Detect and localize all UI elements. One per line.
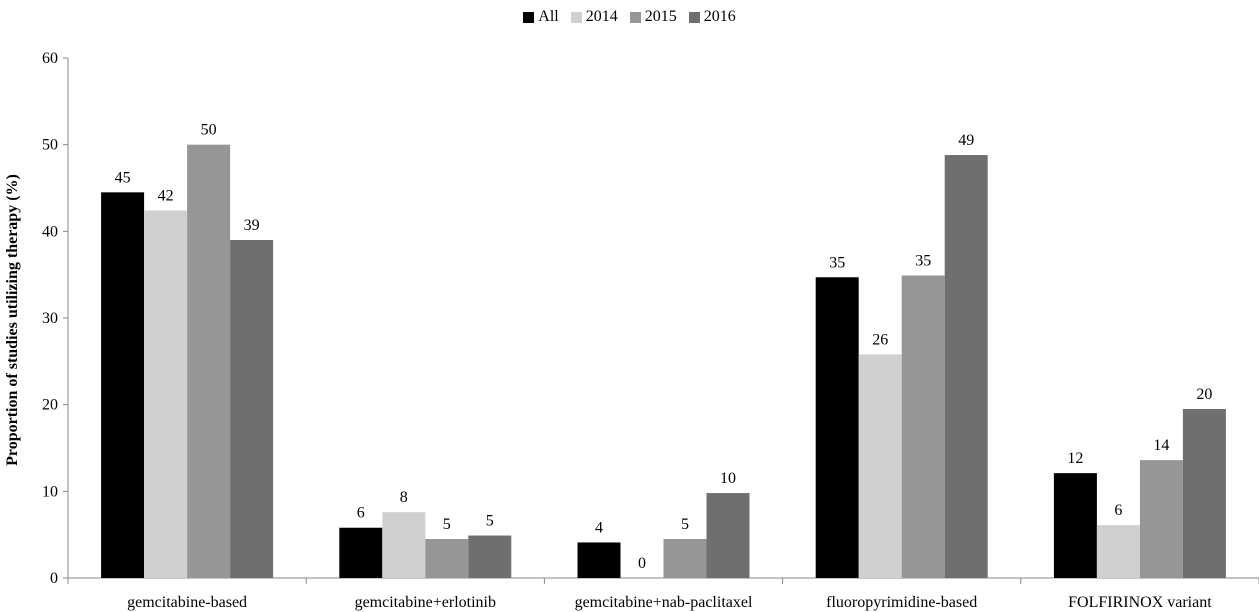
data-label: 8: [400, 489, 408, 506]
bar: [382, 512, 426, 578]
x-category-label: gemcitabine+erlotinib: [355, 594, 496, 611]
data-label: 5: [486, 513, 494, 530]
bar: [144, 210, 188, 579]
legend-label-2014: 2014: [585, 8, 618, 25]
data-label: 6: [357, 505, 365, 522]
legend-label-all: All: [538, 8, 559, 25]
x-category-label: gemcitabine+nab-paclitaxel: [575, 594, 753, 611]
bar: [339, 527, 383, 578]
legend-item-2016: 2016: [688, 8, 736, 26]
legend-label-2016: 2016: [703, 8, 736, 25]
bar: [101, 192, 145, 579]
data-label: 20: [1196, 386, 1212, 403]
data-label: 5: [443, 516, 451, 533]
data-label: 10: [720, 470, 736, 487]
bar: [187, 144, 231, 578]
data-label: 39: [244, 217, 260, 234]
y-tick-label: 20: [42, 397, 58, 414]
data-label: 35: [829, 254, 845, 271]
y-tick-label: 30: [42, 310, 58, 327]
data-label: 4: [595, 519, 603, 536]
y-tick-label: 50: [42, 137, 58, 154]
legend-item-2014: 2014: [570, 8, 618, 26]
bar: [468, 535, 512, 578]
data-label: 6: [1114, 502, 1122, 519]
legend-label-2015: 2015: [644, 8, 677, 25]
legend: All 2014 2015 2016: [0, 8, 1259, 26]
data-label: 0: [638, 555, 646, 572]
data-label: 26: [872, 331, 888, 348]
data-label: 45: [115, 169, 131, 186]
y-tick-label: 10: [42, 483, 58, 500]
x-category-label: gemcitabine-based: [127, 594, 247, 611]
bar: [577, 542, 621, 578]
bar: [1182, 409, 1226, 578]
data-label: 42: [158, 188, 174, 205]
bar: [944, 155, 988, 579]
bar: [1096, 525, 1140, 578]
bar: [901, 275, 945, 578]
bar: [230, 240, 274, 578]
y-tick-label: 0: [50, 570, 58, 587]
data-label: 12: [1067, 450, 1083, 467]
bar: [425, 539, 469, 578]
y-tick-label: 60: [42, 50, 58, 67]
legend-item-2015: 2015: [629, 8, 677, 26]
data-label: 5: [681, 516, 689, 533]
bar: [815, 277, 859, 578]
legend-swatch-2016: [688, 11, 700, 23]
y-tick-label: 40: [42, 223, 58, 240]
bar: [858, 354, 902, 578]
data-label: 35: [915, 253, 931, 270]
x-category-label: FOLFIRINOX variant: [1068, 594, 1212, 611]
x-category-label: fluoropyrimidine-based: [826, 594, 977, 611]
legend-swatch-2014: [570, 11, 582, 23]
data-label: 14: [1153, 437, 1169, 454]
data-label: 49: [958, 132, 974, 149]
legend-swatch-2015: [629, 11, 641, 23]
bar: [663, 539, 707, 578]
data-label: 50: [201, 122, 217, 139]
legend-item-all: All: [523, 8, 559, 26]
bar: [1139, 460, 1183, 578]
bar: [706, 493, 750, 578]
bar: [1053, 473, 1097, 578]
legend-swatch-all: [523, 11, 535, 23]
